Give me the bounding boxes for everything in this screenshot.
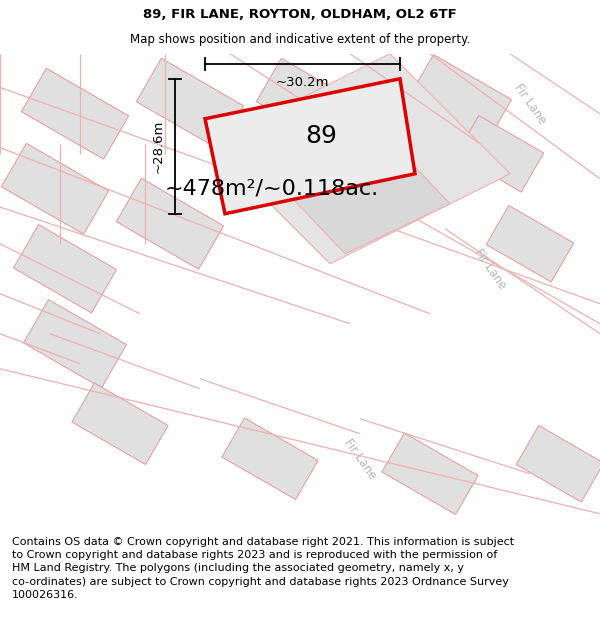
Polygon shape xyxy=(409,54,511,143)
Text: 89, FIR LANE, ROYTON, OLDHAM, OL2 6TF: 89, FIR LANE, ROYTON, OLDHAM, OL2 6TF xyxy=(143,8,457,21)
Polygon shape xyxy=(486,206,574,282)
Polygon shape xyxy=(22,68,128,159)
Text: ~28.6m: ~28.6m xyxy=(152,119,165,173)
Text: ~478m²/~0.118ac.: ~478m²/~0.118ac. xyxy=(165,179,379,199)
Polygon shape xyxy=(136,58,244,149)
Polygon shape xyxy=(222,418,318,499)
Polygon shape xyxy=(256,58,364,149)
Polygon shape xyxy=(210,54,510,264)
Polygon shape xyxy=(1,143,109,234)
Text: Contains OS data © Crown copyright and database right 2021. This information is : Contains OS data © Crown copyright and d… xyxy=(12,537,514,600)
Text: Fir Lane: Fir Lane xyxy=(511,81,548,126)
Polygon shape xyxy=(14,224,116,313)
Text: Map shows position and indicative extent of the property.: Map shows position and indicative extent… xyxy=(130,33,470,46)
Text: 89: 89 xyxy=(305,124,337,148)
Text: Fir Lane: Fir Lane xyxy=(341,436,379,481)
Polygon shape xyxy=(456,116,544,192)
Polygon shape xyxy=(116,178,224,269)
Text: ~30.2m: ~30.2m xyxy=(276,76,329,89)
Polygon shape xyxy=(255,109,450,254)
Polygon shape xyxy=(516,426,600,502)
Polygon shape xyxy=(0,369,600,554)
Polygon shape xyxy=(370,204,600,374)
Polygon shape xyxy=(23,299,127,388)
Text: Fir Lane: Fir Lane xyxy=(472,246,509,291)
Polygon shape xyxy=(205,79,415,214)
Polygon shape xyxy=(382,433,478,514)
Polygon shape xyxy=(390,54,600,244)
Polygon shape xyxy=(72,383,168,464)
